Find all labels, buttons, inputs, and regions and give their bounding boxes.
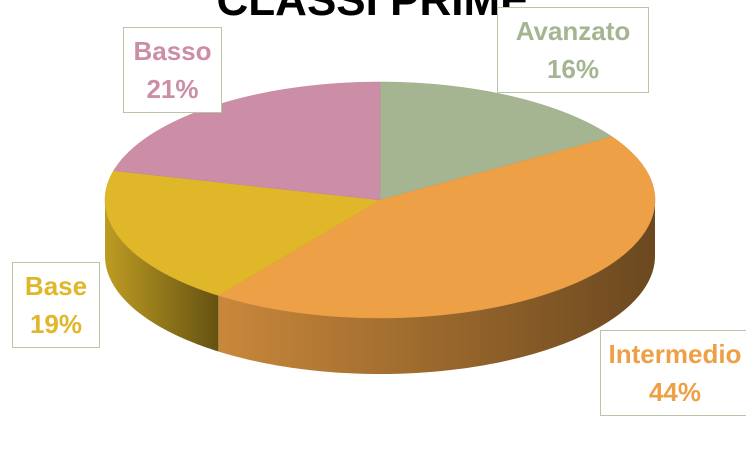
- data-label: Basso 21%: [123, 27, 222, 113]
- data-label: Intermedio 44%: [600, 330, 746, 416]
- value-label: 21%: [146, 74, 199, 104]
- slice: [217, 136, 656, 319]
- value-label: 16%: [546, 54, 600, 84]
- slice: [379, 81, 613, 201]
- value-label: 44%: [648, 377, 702, 407]
- category-label: Avanzato: [515, 16, 631, 46]
- slice-side: [218, 200, 655, 374]
- chart-title: CLASSI PRIME: [216, 0, 530, 25]
- data-label: Base 19%: [12, 262, 100, 348]
- category-label: Basso: [133, 36, 212, 66]
- category-label: Intermedio: [608, 339, 742, 369]
- category-label: Base: [24, 271, 88, 301]
- slice: [104, 170, 381, 296]
- data-label: Avanzato 16%: [497, 7, 649, 93]
- slice-side: [105, 200, 219, 352]
- value-label: 19%: [29, 309, 83, 339]
